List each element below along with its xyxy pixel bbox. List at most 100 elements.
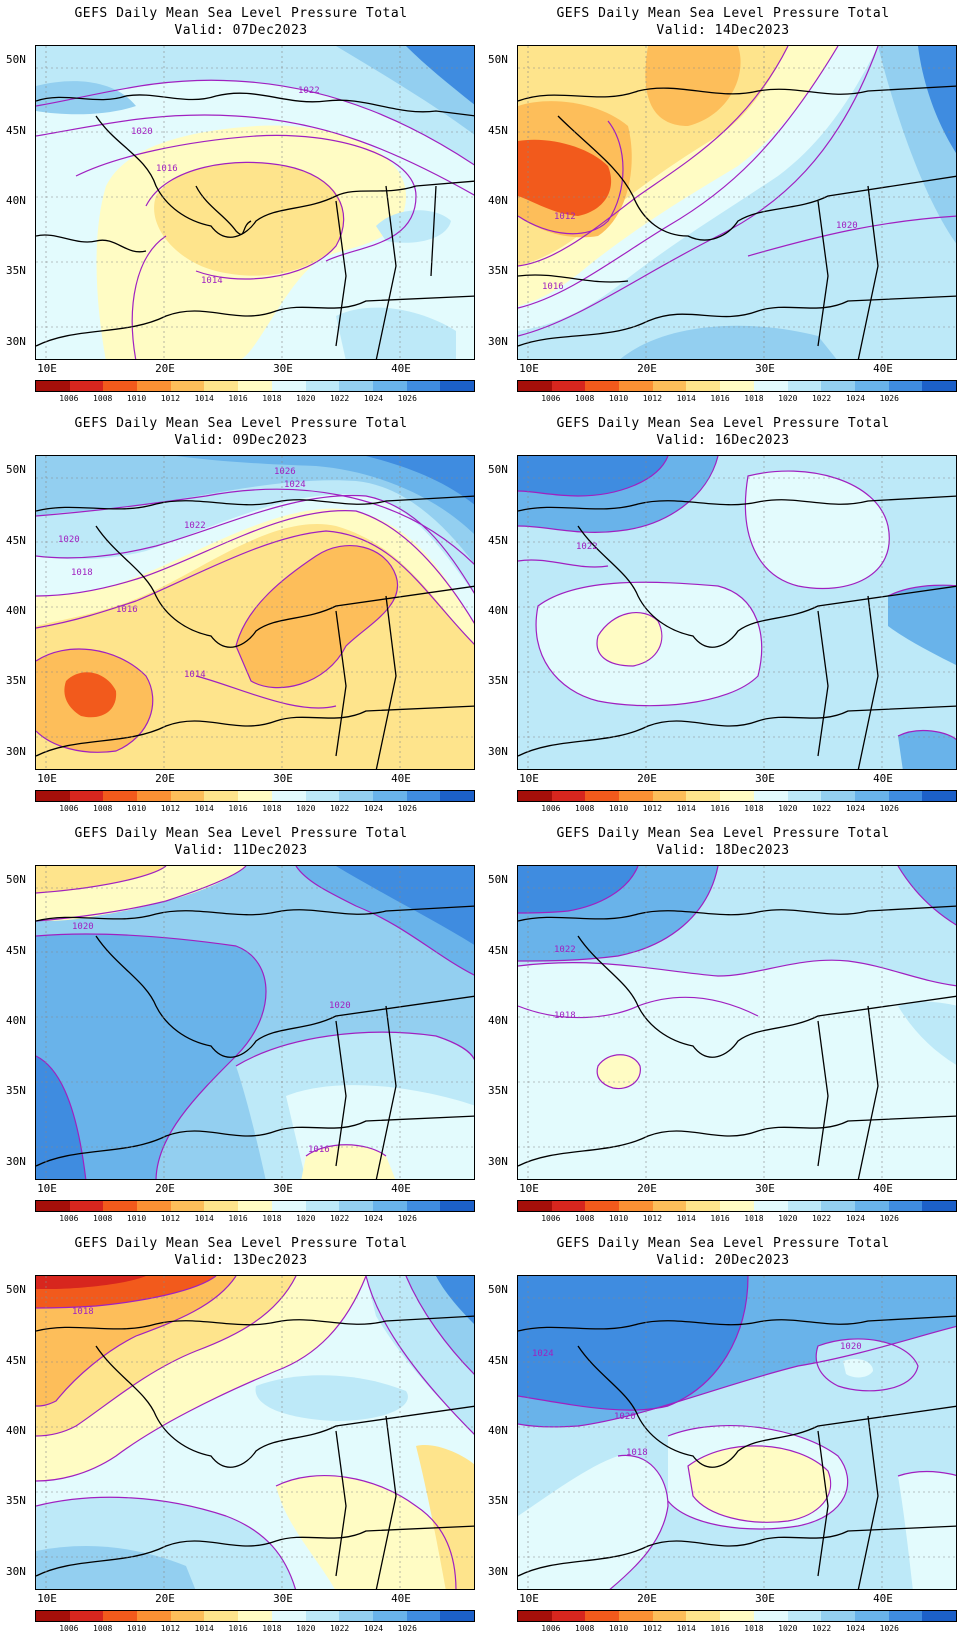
colorbar: [517, 790, 957, 802]
colorbar-swatch: [551, 791, 586, 801]
colorbar-level-label: 1020: [778, 1624, 798, 1633]
colorbar-level-label: 1016: [228, 394, 248, 403]
colorbar-level-label: 1008: [93, 394, 113, 403]
panel-title: GEFS Daily Mean Sea Level Pressure Total: [556, 826, 890, 841]
colorbar: [35, 1200, 475, 1212]
contour-label: 1018: [554, 1011, 576, 1021]
contour-label: 1020: [614, 1412, 636, 1422]
colorbar-labels: 1006 1008 1010 1012 1014 1016 1018 1020 1022 1024…: [35, 394, 475, 406]
panel-16dec: GEFS Daily Mean Sea Level Pressure Total…: [482, 410, 964, 820]
colorbar-level-label: 1012: [642, 804, 663, 813]
lon-label: 10E: [519, 772, 539, 785]
colorbar-level-label: 1024: [363, 394, 384, 403]
contour-label: 1026: [274, 467, 296, 477]
panel-18dec: GEFS Daily Mean Sea Level Pressure Total…: [482, 820, 964, 1230]
lon-label: 40E: [391, 1592, 411, 1605]
colorbar-level-label: 1006: [541, 1624, 561, 1633]
colorbar-level-label: 1022: [329, 1624, 350, 1633]
colorbar-level-label: 1014: [194, 1624, 214, 1633]
colorbar-level-label: 1022: [329, 1214, 350, 1223]
colorbar-level-label: 1010: [608, 804, 629, 813]
lat-label: 40N: [488, 194, 508, 207]
panel-title: GEFS Daily Mean Sea Level Pressure Total: [74, 826, 408, 841]
panel-title: GEFS Daily Mean Sea Level Pressure Total: [556, 416, 890, 431]
colorbar-swatch: [619, 381, 653, 391]
lat-label: 30N: [488, 1565, 508, 1578]
colorbar-swatch: [787, 381, 822, 391]
colorbar-swatch: [406, 1611, 441, 1621]
colorbar-swatch: [854, 381, 889, 391]
contour-label: 1016: [156, 164, 178, 174]
lon-label: 40E: [873, 1182, 893, 1195]
colorbar-level-label: 1016: [228, 1624, 248, 1633]
lat-label: 40N: [6, 1014, 26, 1027]
colorbar-swatch: [922, 1201, 956, 1211]
colorbar-swatch: [821, 791, 855, 801]
pressure-map: 1018: [35, 1275, 475, 1590]
colorbar-level-label: 1014: [676, 394, 696, 403]
lat-label: 50N: [6, 873, 26, 886]
lat-label: 45N: [488, 1354, 508, 1367]
pressure-map: 1024 1020 1020 1018: [517, 1275, 957, 1590]
lat-label: 50N: [488, 873, 508, 886]
colorbar-level-label: 1006: [59, 804, 79, 813]
colorbar-level-label: 1020: [778, 804, 798, 813]
colorbar-swatch: [271, 791, 306, 801]
lon-label: 10E: [37, 772, 57, 785]
colorbar-level-label: 1022: [811, 394, 832, 403]
colorbar-swatch: [854, 1611, 889, 1621]
lon-label: 10E: [519, 362, 539, 375]
colorbar-swatch: [720, 1201, 754, 1211]
lon-label: 40E: [391, 362, 411, 375]
colorbar-swatch: [821, 1611, 855, 1621]
lon-label: 20E: [637, 362, 657, 375]
colorbar-swatch: [36, 1201, 70, 1211]
colorbar-level-label: 1022: [811, 804, 832, 813]
pressure-map: 1012 1016 1020: [517, 45, 957, 360]
colorbar-level-label: 1008: [93, 1624, 113, 1633]
pressure-map: 1022: [517, 455, 957, 770]
colorbar-swatch: [238, 381, 272, 391]
colorbar-swatch: [686, 1611, 721, 1621]
lat-label: 45N: [488, 124, 508, 137]
colorbar-swatch: [406, 1201, 441, 1211]
colorbar-level-label: 1010: [126, 1624, 147, 1633]
lat-label: 50N: [6, 1283, 26, 1296]
colorbar-swatch: [372, 791, 407, 801]
colorbar-swatch: [787, 791, 822, 801]
colorbar-swatch: [518, 381, 552, 391]
colorbar-swatch: [652, 381, 687, 391]
colorbar-swatch: [686, 1201, 721, 1211]
colorbar-swatch: [888, 1201, 923, 1211]
pressure-map: 1022 1018: [517, 865, 957, 1180]
panel-11dec: GEFS Daily Mean Sea Level Pressure Total…: [0, 820, 482, 1230]
colorbar-level-label: 1014: [194, 1214, 214, 1223]
colorbar-level-label: 1018: [744, 394, 764, 403]
lon-label: 20E: [155, 772, 175, 785]
colorbar-swatch: [720, 791, 754, 801]
colorbar-level-label: 1020: [296, 1214, 316, 1223]
colorbar-swatch: [440, 1611, 474, 1621]
colorbar-swatch: [440, 1201, 474, 1211]
colorbar-swatch: [753, 1201, 788, 1211]
colorbar-level-label: 1020: [778, 1214, 798, 1223]
colorbar-level-label: 1022: [811, 1624, 832, 1633]
colorbar-swatch: [518, 1611, 552, 1621]
panel-valid-date: Valid: 13Dec2023: [174, 1253, 308, 1268]
colorbar-level-label: 1006: [541, 804, 561, 813]
colorbar-swatch: [753, 1611, 788, 1621]
colorbar-swatch: [339, 1611, 373, 1621]
colorbar-swatch: [406, 381, 441, 391]
panel-title: GEFS Daily Mean Sea Level Pressure Total: [556, 6, 890, 21]
colorbar-labels: 1006 1008 1010 1012 1014 1016 1018 1020 1022 1024…: [517, 1214, 957, 1226]
lat-label: 45N: [6, 1354, 26, 1367]
lon-label: 10E: [519, 1592, 539, 1605]
lat-label: 30N: [6, 1155, 26, 1168]
colorbar-swatch: [518, 791, 552, 801]
colorbar-labels: 1006 1008 1010 1012 1014 1016 1018 1020 1022 1024…: [35, 1624, 475, 1636]
contour-label: 1014: [184, 670, 206, 680]
colorbar-swatch: [652, 1201, 687, 1211]
colorbar-level-label: 1012: [160, 1624, 181, 1633]
lat-label: 35N: [6, 264, 26, 277]
lon-label: 40E: [873, 362, 893, 375]
